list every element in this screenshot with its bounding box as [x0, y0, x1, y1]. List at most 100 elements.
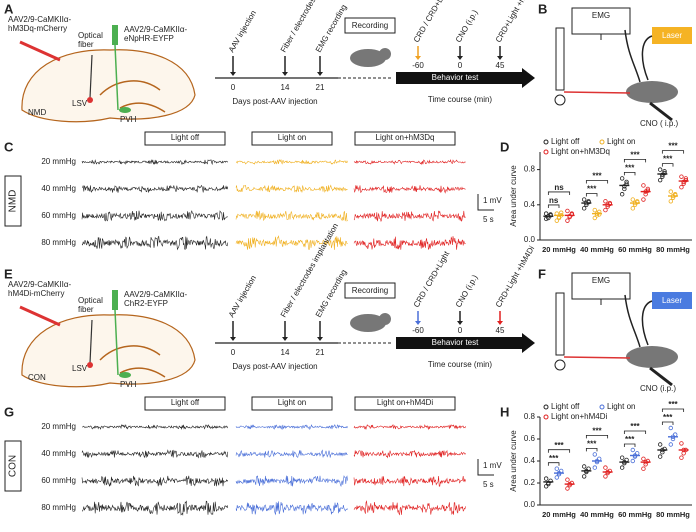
fiber-label: fiber [78, 40, 94, 49]
scale-bar [477, 459, 494, 476]
data-point [603, 207, 608, 213]
scale-label: 5 s [483, 215, 494, 224]
event-label: EMG recording [314, 268, 349, 319]
time-label: 0 [458, 61, 463, 70]
pressure-label: 80 mmHg [41, 503, 76, 512]
cno-label: CNO (i.p.) [640, 384, 676, 393]
legend-label: Light on [607, 137, 635, 146]
time-label: -60 [412, 326, 424, 335]
region-label: PVH [120, 380, 137, 389]
x-tick-label: 60 mmHg [618, 245, 652, 254]
significance: *** [668, 142, 678, 151]
condition-label: Light on+hM4Di [377, 398, 433, 407]
condition-label: Light off [171, 398, 200, 407]
arrow-head [497, 56, 503, 60]
data-point [543, 216, 549, 222]
bracket [547, 462, 560, 466]
data-point [681, 181, 686, 186]
panel-label: H [500, 404, 509, 419]
fiber [112, 290, 118, 310]
time-label: 0 [458, 326, 463, 335]
time-bar [396, 72, 524, 84]
data-point [673, 192, 678, 198]
recording-box [344, 282, 396, 299]
emg-trace [353, 185, 466, 194]
event-label: AAV injection [227, 9, 258, 54]
data-point [586, 466, 591, 471]
bracket [661, 163, 674, 167]
group-label: CON [28, 373, 46, 382]
significance: *** [549, 454, 559, 463]
legend-marker [543, 414, 549, 420]
significance: *** [663, 155, 673, 164]
laser [652, 27, 692, 44]
mouse-head [379, 48, 391, 60]
y-tick-label: 0.0 [524, 500, 536, 509]
axis-label: Days post-AAV injection [232, 362, 317, 371]
data-point [543, 476, 549, 481]
data-point [603, 474, 608, 479]
emg-trace [81, 424, 229, 430]
mouse [350, 314, 386, 332]
day-label: 0 [231, 348, 236, 357]
balloon [563, 356, 631, 359]
bulb [554, 359, 566, 371]
x-tick-label: 80 mmHg [656, 510, 690, 519]
bracket [623, 443, 636, 447]
virus-label: hM4Di-mCherry [8, 289, 64, 298]
day-label: 0 [231, 83, 236, 92]
day-label: 21 [316, 83, 325, 92]
arrow-head [415, 56, 421, 60]
emg-trace [353, 210, 466, 223]
mouse-head [379, 313, 391, 325]
emg-trace [353, 449, 466, 459]
fiber [112, 25, 118, 45]
pvh-site [119, 372, 131, 378]
virus-label: AAV2/9-CaMKIIα- [124, 290, 187, 299]
condition-box [251, 131, 333, 146]
panel-label: B [538, 1, 547, 16]
syringe [649, 366, 673, 387]
bracket [585, 180, 609, 184]
x-tick-label: 80 mmHg [656, 245, 690, 254]
panel-label: D [500, 139, 509, 154]
group-label: NMD [8, 190, 19, 213]
data-point [559, 468, 564, 474]
arrow-head [230, 72, 236, 76]
panel-label: E [4, 266, 13, 281]
data-point [565, 486, 570, 491]
y-tick-label: 0.0 [524, 235, 536, 244]
phase-label: CRD / CRD+Light [412, 0, 452, 44]
phase-label: CNO (i.p.) [454, 273, 480, 309]
emg-trace [353, 500, 466, 516]
scale-label: 5 s [483, 480, 494, 489]
emg-trace [81, 449, 229, 459]
data-point [673, 432, 678, 437]
time-label: 45 [496, 326, 505, 335]
emg-trace [81, 500, 229, 516]
lsv-site [87, 97, 93, 103]
legend-marker [543, 404, 549, 410]
data-point [554, 466, 559, 471]
bracket [585, 193, 598, 197]
data-point [645, 186, 651, 192]
arrow-head [230, 337, 236, 341]
significance: *** [630, 151, 640, 160]
condition-label: Light on [278, 133, 306, 142]
group-label: CON [8, 455, 19, 477]
emg-trace [81, 235, 229, 251]
y-tick-label: 0.8 [524, 412, 536, 421]
emg-trace [353, 236, 466, 251]
data-point [657, 454, 663, 459]
arrow-head [497, 321, 503, 325]
pressure-label: 20 mmHg [41, 422, 76, 431]
group-box [4, 175, 22, 227]
x-tick-label: 60 mmHg [618, 510, 652, 519]
pressure-label: 20 mmHg [41, 157, 76, 166]
data-point [643, 192, 648, 197]
time-label: 45 [496, 61, 505, 70]
data-point [662, 446, 667, 452]
laser-label: Laser [662, 296, 682, 305]
panel-label: G [4, 404, 14, 419]
brain-outline [21, 49, 196, 123]
